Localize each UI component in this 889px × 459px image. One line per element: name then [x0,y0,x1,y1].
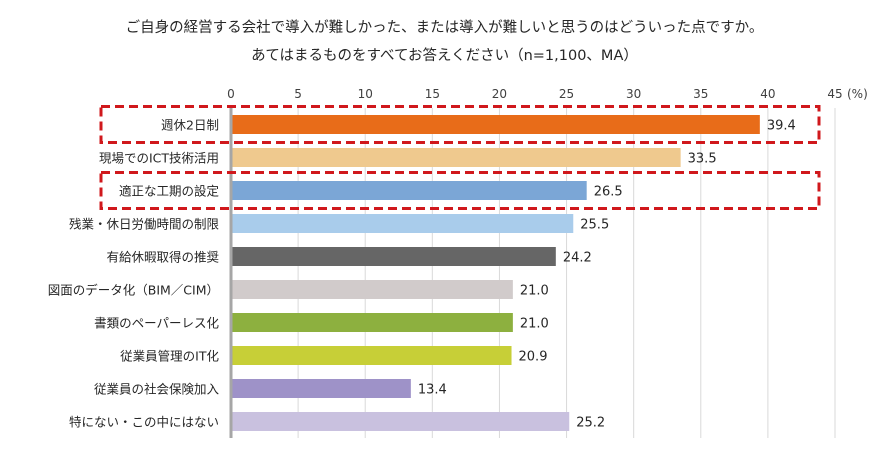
category-label-2: 現場でのICT技術活用 [99,151,219,166]
category-label-8: 従業員管理のIT化 [120,349,219,364]
x-tick-label-0: 0 [227,87,235,101]
x-tick-label-20: 20 [492,87,507,101]
x-tick-label-40: 40 [760,87,775,101]
x-tick-label-25: 25 [559,87,574,101]
x-tick-label-15: 15 [425,87,440,101]
category-label-5: 有給休暇取得の推奨 [106,250,219,265]
category-label-4: 残業・休日労働時間の制限 [69,217,220,232]
value-label-9: 13.4 [418,383,447,398]
x-tick-label-35: 35 [693,87,708,101]
value-label-1: 39.4 [767,119,796,134]
bar-10 [231,412,570,431]
category-label-7: 書類のペーパーレス化 [94,316,219,331]
bar-1 [231,115,760,134]
value-label-7: 21.0 [520,317,549,332]
bar-4 [231,214,574,233]
highlight-box-1 [99,105,821,144]
value-label-3: 26.5 [594,185,623,200]
category-label-1: 週休2日制 [161,118,219,133]
bar-5 [231,247,556,266]
category-label-6: 図面のデータ化（BIM／CIM） [48,283,219,298]
chart-title: ご自身の経営する会社で導入が難しかった、または導入が難しいと思うのはどういった点… [125,20,764,36]
chart-subtitle: あてはまるものをすべてお答えください（n=1,100、MA） [251,48,638,64]
x-tick-label-30: 30 [626,87,641,101]
bar-9 [231,379,411,398]
unit-label: (%) [847,87,868,101]
bar-2 [231,148,681,167]
category-label-10: 特にない・この中にはない [69,415,219,430]
value-label-5: 24.2 [563,251,592,266]
x-tick-label-45: 45 [827,87,842,101]
value-label-2: 33.5 [688,152,717,167]
value-label-8: 20.9 [519,350,548,365]
bar-7 [231,313,513,332]
category-label-9: 従業員の社会保険加入 [94,382,220,397]
value-label-4: 25.5 [580,218,609,233]
x-tick-label-5: 5 [294,87,302,101]
x-tick-label-10: 10 [358,87,373,101]
bar-6 [231,280,513,299]
bar-8 [231,346,512,365]
value-label-10: 25.2 [576,416,605,431]
highlight-box-2 [99,171,821,210]
bar-3 [231,181,587,200]
value-label-6: 21.0 [520,284,549,299]
category-label-3: 適正な工期の設定 [119,184,219,199]
